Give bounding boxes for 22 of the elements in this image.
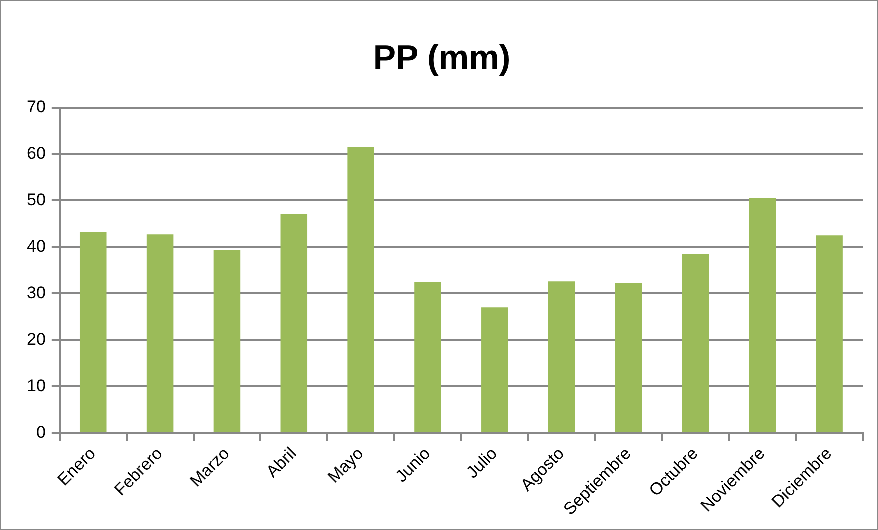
bar xyxy=(414,282,442,432)
y-tick-label: 40 xyxy=(26,236,46,256)
y-tick-label: 30 xyxy=(26,283,46,302)
y-tick-label: 0 xyxy=(36,422,46,442)
bar xyxy=(146,234,174,432)
bar xyxy=(482,308,508,432)
bar xyxy=(749,198,776,432)
bar xyxy=(548,282,576,432)
y-tick-label: 20 xyxy=(26,330,46,349)
y-tick-label: 10 xyxy=(26,376,46,396)
x-tick-label: Julio xyxy=(462,444,502,482)
y-tick-label: 50 xyxy=(26,190,46,210)
bar xyxy=(80,232,107,432)
y-tick-label: 60 xyxy=(26,144,46,163)
bar xyxy=(214,250,241,432)
bar xyxy=(682,254,710,432)
bar xyxy=(816,236,843,432)
bar xyxy=(280,214,308,432)
chart-title: PP (mm) xyxy=(373,38,511,77)
y-tick-label: 70 xyxy=(26,97,46,116)
bar xyxy=(615,283,642,432)
bar xyxy=(348,147,374,432)
